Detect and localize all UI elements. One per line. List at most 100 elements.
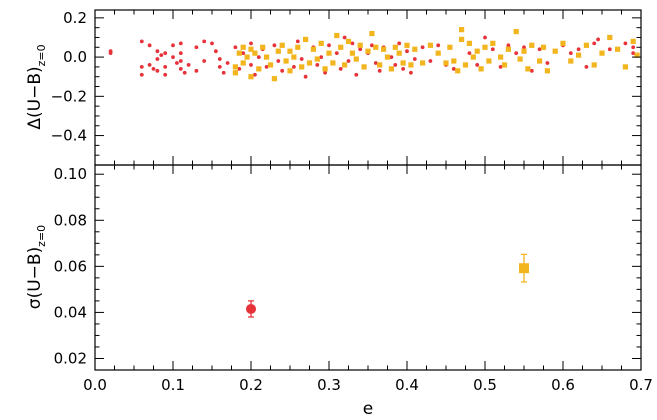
top-series-0-point [498, 64, 503, 69]
top-series-1-point [279, 42, 285, 48]
top-series-1-point [271, 76, 277, 82]
top-series-0-point [163, 64, 168, 69]
top-series-1-point [599, 50, 605, 56]
top-series-1-point [630, 38, 636, 44]
top-series-0-point [483, 35, 487, 40]
top-series-0-point [545, 61, 550, 65]
top-y-tick-label: −0.2 [51, 87, 87, 105]
top-series-0-point [159, 53, 164, 58]
top-series-0-point [342, 35, 347, 40]
top-series-1-point [400, 60, 406, 66]
top-series-1-point [404, 42, 410, 48]
top-series-0-point [393, 63, 398, 67]
top-series-0-point [276, 59, 281, 63]
top-series-0-point [155, 49, 160, 54]
top-series-0-point [217, 64, 222, 69]
top-series-1-point [295, 44, 301, 50]
top-series-1-point [338, 44, 344, 50]
top-series-0-point [522, 45, 526, 50]
top-series-0-point [529, 68, 534, 73]
top-series-1-point [314, 56, 320, 62]
top-series-1-point [377, 62, 383, 68]
top-series-0-point [202, 59, 207, 63]
top-series-0-point [428, 59, 433, 63]
top-series-1-point [334, 32, 340, 39]
top-series-1-point [622, 64, 628, 70]
top-series-1-point [256, 66, 262, 72]
top-series-1-point [478, 66, 484, 72]
top-series-1-point [490, 40, 496, 46]
top-series-1-point [459, 36, 465, 43]
top-series-0-point [147, 63, 152, 67]
top-series-1-point [369, 30, 375, 37]
top-series-0-point [233, 45, 238, 50]
top-series-0-point [210, 41, 214, 46]
top-series-0-point [631, 45, 636, 50]
top-series-0-point [280, 68, 285, 73]
top-series-0-point [163, 72, 168, 77]
top-series-0-point [584, 64, 589, 69]
top-series-0-point [272, 43, 277, 48]
bottom-series-1-point [519, 263, 529, 274]
top-series-0-point [178, 66, 183, 71]
top-series-1-point [342, 62, 348, 68]
top-series-1-point [248, 46, 254, 52]
top-series-1-point [244, 54, 250, 60]
top-series-1-point [392, 44, 398, 50]
top-series-0-point [514, 51, 519, 56]
x-tick-label: 0.1 [161, 376, 185, 394]
top-series-1-point [232, 64, 238, 70]
top-series-1-point [435, 50, 441, 56]
bottom-ticks: 0.02 0.04 0.06 0.08 0.10 0.0 0.1 0.2 0.3 0.4 0.5 0.… [54, 165, 653, 394]
bottom-panel: 0.02 0.04 0.06 0.08 0.10 0.0 0.1 0.2 0.3 0.4 0.5 0.… [25, 164, 653, 419]
x-tick-label: 0.0 [83, 376, 107, 394]
top-series-1-point [466, 40, 472, 46]
top-series-0-point [327, 43, 331, 48]
top-series-0-point [475, 63, 480, 67]
top-series-0-point [436, 43, 441, 48]
top-series-1-point [544, 68, 550, 74]
top-series-0-point [194, 68, 199, 73]
top-series-0-point [194, 45, 199, 50]
top-series-0-point [241, 51, 246, 56]
top-series-0-point [319, 55, 324, 59]
top-series-1-point [447, 44, 453, 50]
top-series-0-point [214, 49, 218, 54]
top-series-1-point [560, 40, 566, 46]
top-series-1-point [529, 42, 535, 48]
top-series-1-point [303, 36, 309, 43]
top-series-1-point [240, 60, 246, 66]
top-ticks: 0.2 0.0 −0.2 −0.4 [51, 9, 642, 166]
top-series-0-point [264, 64, 269, 69]
top-series-0-point [171, 55, 175, 59]
top-series-1-point [299, 64, 305, 70]
top-series-1-point [521, 48, 527, 54]
top-series-0-point [596, 37, 600, 42]
top-series-1-point [583, 42, 589, 48]
top-series-1-point [357, 42, 363, 48]
top-series-0-point [409, 70, 413, 75]
top-series-1-point [287, 48, 293, 54]
top-series-0-point [151, 66, 156, 71]
top-series-0-point [623, 41, 628, 46]
bottom-y-tick-label: 0.02 [54, 349, 87, 367]
x-tick-label: 0.7 [629, 376, 653, 394]
top-series-1-point [462, 62, 469, 68]
top-series-0-point [202, 39, 207, 44]
top-series-0-point [370, 43, 374, 48]
top-series-1-point [451, 58, 457, 64]
top-series-0-point [171, 43, 175, 48]
top-series-1-point [459, 27, 465, 33]
top-series-0-point [249, 41, 253, 46]
top-series-1-point [513, 28, 519, 35]
top-series-1-point [349, 50, 355, 56]
top-series-1-point [264, 54, 270, 60]
top-series-1-point [306, 60, 313, 66]
top-series-0-point [389, 55, 394, 59]
top-series-1-point [310, 46, 316, 52]
top-series-0-point [490, 47, 495, 52]
top-series-0-point [225, 61, 230, 65]
top-series-0-point [568, 51, 573, 56]
top-series-0-point [139, 64, 144, 69]
